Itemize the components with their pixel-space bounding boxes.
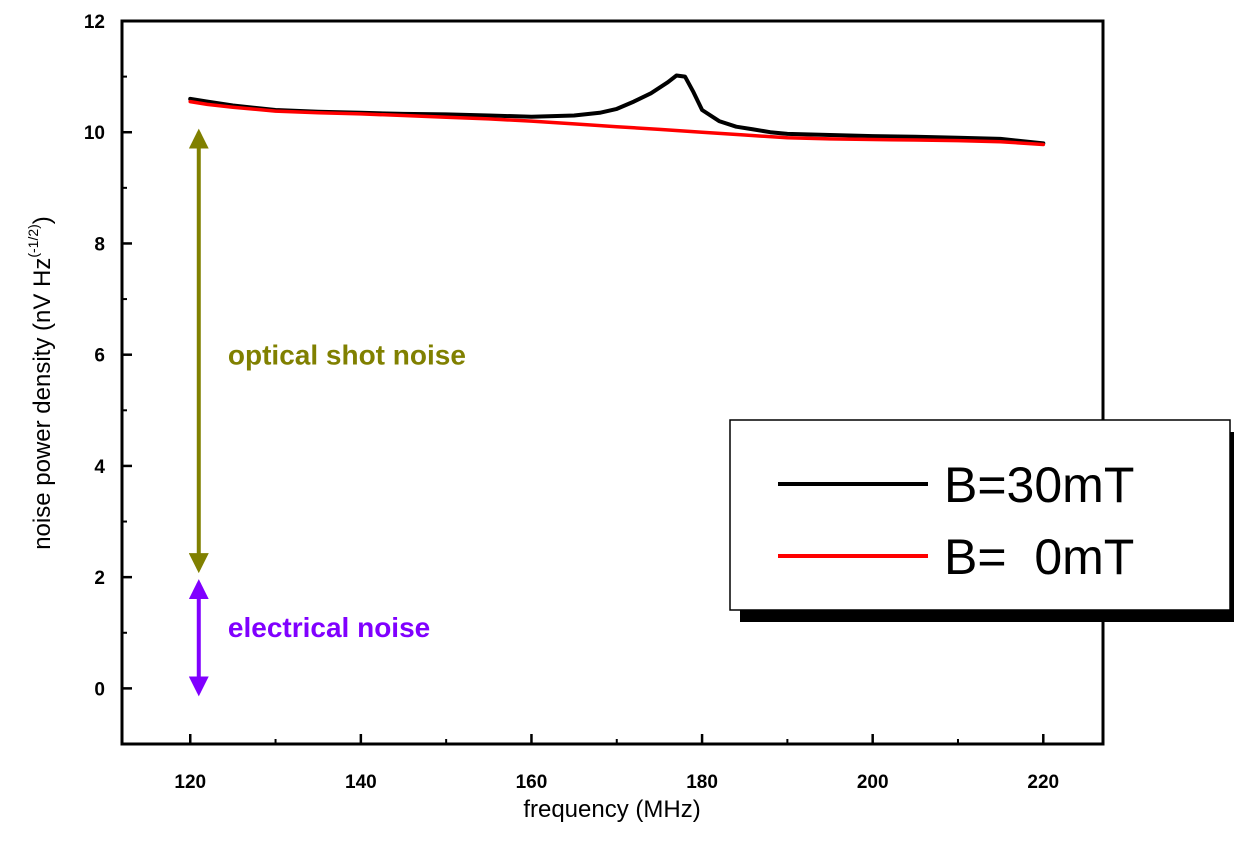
y-axis-title-main: noise power density (nV Hz xyxy=(29,258,56,550)
y-tick-label: 0 xyxy=(94,679,105,700)
x-tick-label: 180 xyxy=(686,772,718,793)
x-axis-title: frequency (MHz) xyxy=(523,796,700,823)
legend-box xyxy=(729,419,1231,611)
legend-label-b0: B= 0mT xyxy=(944,529,1134,585)
y-axis-title-sup: (-1/2) xyxy=(25,224,41,257)
x-axis-ticks: 120 140 160 180 200 220 xyxy=(174,734,1059,793)
series-line-b0 xyxy=(188,99,1046,147)
y-tick-label: 6 xyxy=(94,346,105,367)
series-layer xyxy=(188,73,1046,147)
x-tick-label: 200 xyxy=(857,772,889,793)
series-line-b30 xyxy=(188,73,1046,146)
y-tick-label: 8 xyxy=(94,234,105,255)
legend: B=30mT B= 0mT xyxy=(729,419,1234,622)
x-tick-label: 220 xyxy=(1027,772,1059,793)
svg-text:noise power density (nV Hz(-1/: noise power density (nV Hz(-1/2)) xyxy=(25,216,56,550)
plot-frame xyxy=(120,19,1105,746)
y-tick-label: 4 xyxy=(94,457,105,478)
electrical-noise-label: electrical noise xyxy=(228,612,430,643)
y-tick-label: 10 xyxy=(84,123,105,144)
x-tick-label: 120 xyxy=(174,772,206,793)
optical-shot-noise-label: optical shot noise xyxy=(228,340,466,371)
x-tick-label: 140 xyxy=(345,772,377,793)
y-axis-ticks: 0 2 4 6 8 10 12 xyxy=(84,12,132,700)
annotations-layer: optical shot noise electrical noise xyxy=(188,128,466,697)
y-axis-title: noise power density (nV Hz(-1/2)) xyxy=(25,216,56,550)
y-tick-label: 2 xyxy=(94,568,105,589)
x-tick-label: 160 xyxy=(516,772,548,793)
y-axis-title-close: ) xyxy=(29,216,56,224)
y-tick-label: 12 xyxy=(84,12,105,33)
legend-label-b30: B=30mT xyxy=(944,457,1134,513)
